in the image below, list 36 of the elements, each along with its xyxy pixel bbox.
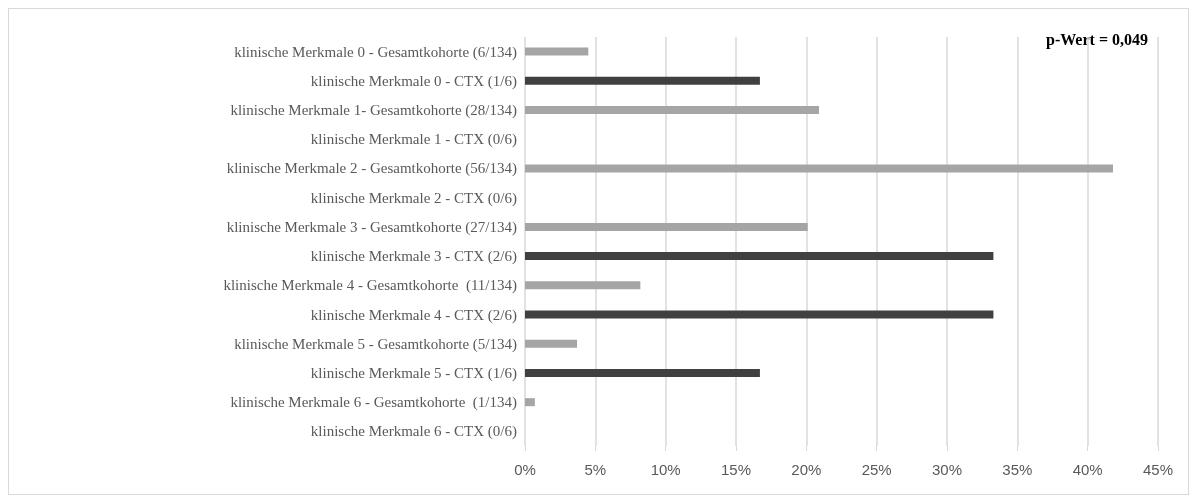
y-tick-label: klinische Merkmale 4 - CTX (2/6) [310, 306, 517, 324]
y-tick-label: klinische Merkmale 0 - Gesamtkohorte (6/134) [234, 43, 517, 61]
y-tick-label: klinische Merkmale 6 - CTX (0/6) [310, 423, 517, 441]
y-tick-label: klinische Merkmale 5 - CTX (1/6) [310, 364, 517, 382]
y-tick-label: klinische Merkmale 5 - Gesamtkohorte (5/134) [234, 335, 517, 353]
bar [525, 339, 578, 348]
bar [525, 106, 819, 115]
x-tick-label: 15% [720, 461, 752, 478]
x-tick-label: 40% [1072, 461, 1103, 478]
x-tick-label: 5% [584, 461, 607, 478]
bar [525, 310, 994, 319]
bar [525, 76, 760, 85]
y-tick-label: klinische Merkmale 0 - CTX (1/6) [310, 72, 517, 90]
bar [525, 222, 808, 231]
bar [525, 281, 641, 290]
y-tick-label: klinische Merkmale 2 - Gesamtkohorte (56/134) [226, 160, 517, 178]
bar [525, 368, 760, 377]
x-tick-label: 10% [650, 461, 681, 478]
bar [525, 164, 1113, 173]
y-tick-label: klinische Merkmale 3 - CTX (2/6) [310, 248, 517, 266]
y-tick-label: klinische Merkmale 1 - CTX (0/6) [310, 131, 517, 149]
y-tick-label: klinische Merkmale 6 - Gesamtkohorte (1/134) [230, 394, 517, 412]
bar [525, 47, 589, 56]
y-tick-label: klinische Merkmale 2 - CTX (0/6) [310, 189, 517, 207]
x-tick-label: 20% [791, 461, 822, 478]
y-tick-label: klinische Merkmale 4 - Gesamtkohorte (11/134) [223, 277, 517, 295]
bar [525, 252, 994, 261]
x-tick-label: 0% [514, 461, 536, 478]
x-tick-label: 35% [1002, 461, 1033, 478]
x-tick-label: 30% [931, 461, 963, 478]
y-tick-label: klinische Merkmale 1- Gesamtkohorte (28/134) [230, 102, 517, 120]
x-tick-label: 45% [1142, 461, 1174, 478]
y-tick-label: klinische Merkmale 3 - Gesamtkohorte (27/134) [226, 218, 517, 236]
annotation: p-Wert = 0,049 [1046, 30, 1149, 49]
x-tick-label: 25% [861, 461, 892, 478]
bar [525, 398, 535, 407]
